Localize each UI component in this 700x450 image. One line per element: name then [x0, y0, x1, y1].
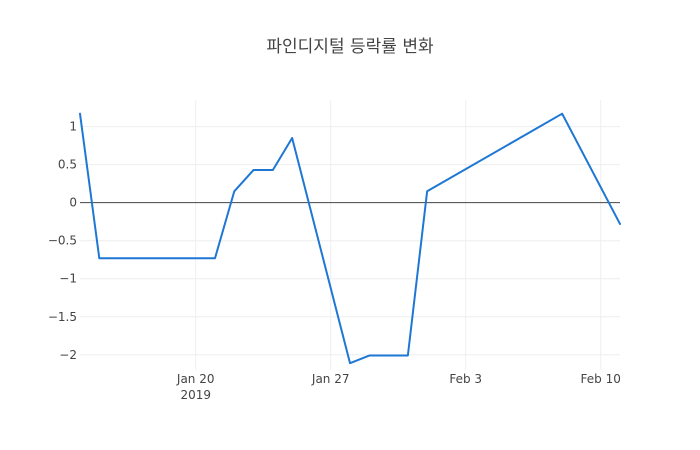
x-tick-label: Jan 27 [311, 372, 350, 386]
data-point[interactable] [405, 353, 411, 359]
x-tick-label: Feb 3 [449, 372, 482, 386]
x-axis-tick-labels: Jan 20 2019 Jan 27 Feb 3 Feb 10 [176, 372, 621, 402]
data-point[interactable] [366, 353, 372, 359]
series-line [79, 112, 621, 365]
data-point[interactable] [77, 111, 83, 117]
y-axis-tick-labels: 1 0.5 0 −0.5 −1 −1.5 −2 [48, 120, 77, 362]
series-layer [77, 111, 623, 366]
data-point[interactable] [617, 221, 623, 227]
y-tick-label: −0.5 [48, 234, 77, 248]
data-point[interactable] [231, 188, 237, 194]
data-point[interactable] [347, 360, 353, 366]
y-tick-label: 0.5 [58, 158, 77, 172]
data-point[interactable] [559, 111, 565, 117]
chart-title: 파인디지털 등락률 변화 [266, 37, 434, 57]
data-point[interactable] [212, 255, 218, 261]
y-tick-label: −2 [59, 348, 77, 362]
x-tick-label: Jan 20 [176, 372, 215, 386]
data-point[interactable] [424, 188, 430, 194]
data-point[interactable] [251, 167, 257, 173]
data-point[interactable] [96, 255, 102, 261]
x-tick-sublabel: 2019 [180, 388, 211, 402]
x-tick-label: Feb 10 [581, 372, 621, 386]
grid-layer [80, 100, 620, 370]
y-tick-label: −1.5 [48, 310, 77, 324]
data-point[interactable] [270, 167, 276, 173]
y-tick-label: −1 [59, 272, 77, 286]
data-point[interactable] [289, 135, 295, 141]
y-tick-label: 1 [69, 120, 77, 134]
y-tick-label: 0 [69, 196, 77, 210]
